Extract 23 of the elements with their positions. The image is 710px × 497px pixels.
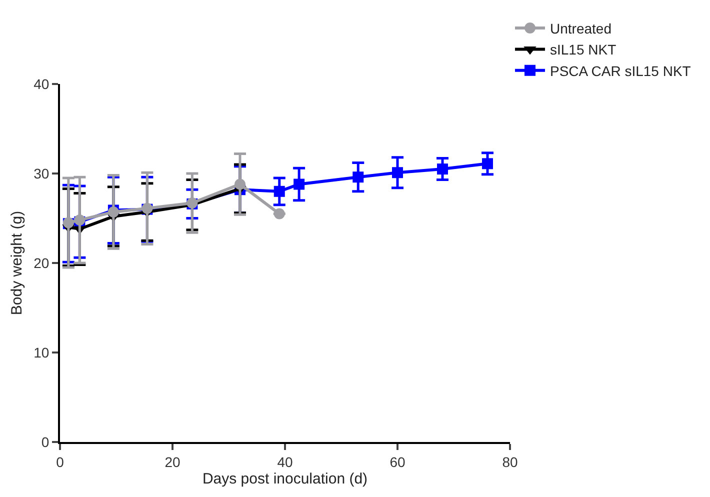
legend-label: sIL15 NKT <box>550 42 617 58</box>
point <box>274 208 285 220</box>
y-tick-label: 20 <box>34 254 50 271</box>
x-tick-label: 60 <box>390 454 406 470</box>
point <box>437 164 448 175</box>
x-tick-label: 80 <box>502 454 518 470</box>
point <box>392 167 403 178</box>
x-tick-label: 0 <box>56 454 64 470</box>
point <box>352 172 364 183</box>
legend-label: Untreated <box>550 20 612 36</box>
x-tick-label: 40 <box>277 454 293 470</box>
x-axis-title: Days post inoculation (d) <box>202 470 368 488</box>
y-tick-label: 0 <box>41 434 50 450</box>
point <box>234 178 246 190</box>
x-tick-label: 20 <box>164 454 180 470</box>
y-tick-label: 30 <box>34 165 50 182</box>
y-tick-label: 10 <box>34 344 50 360</box>
point <box>274 186 285 197</box>
legend-label: PSCA CAR sIL15 NKT <box>550 62 692 79</box>
y-axis-title: Body weight (g) <box>8 210 26 316</box>
point <box>294 178 305 190</box>
point <box>482 158 493 170</box>
y-tick-label: 40 <box>34 76 50 92</box>
